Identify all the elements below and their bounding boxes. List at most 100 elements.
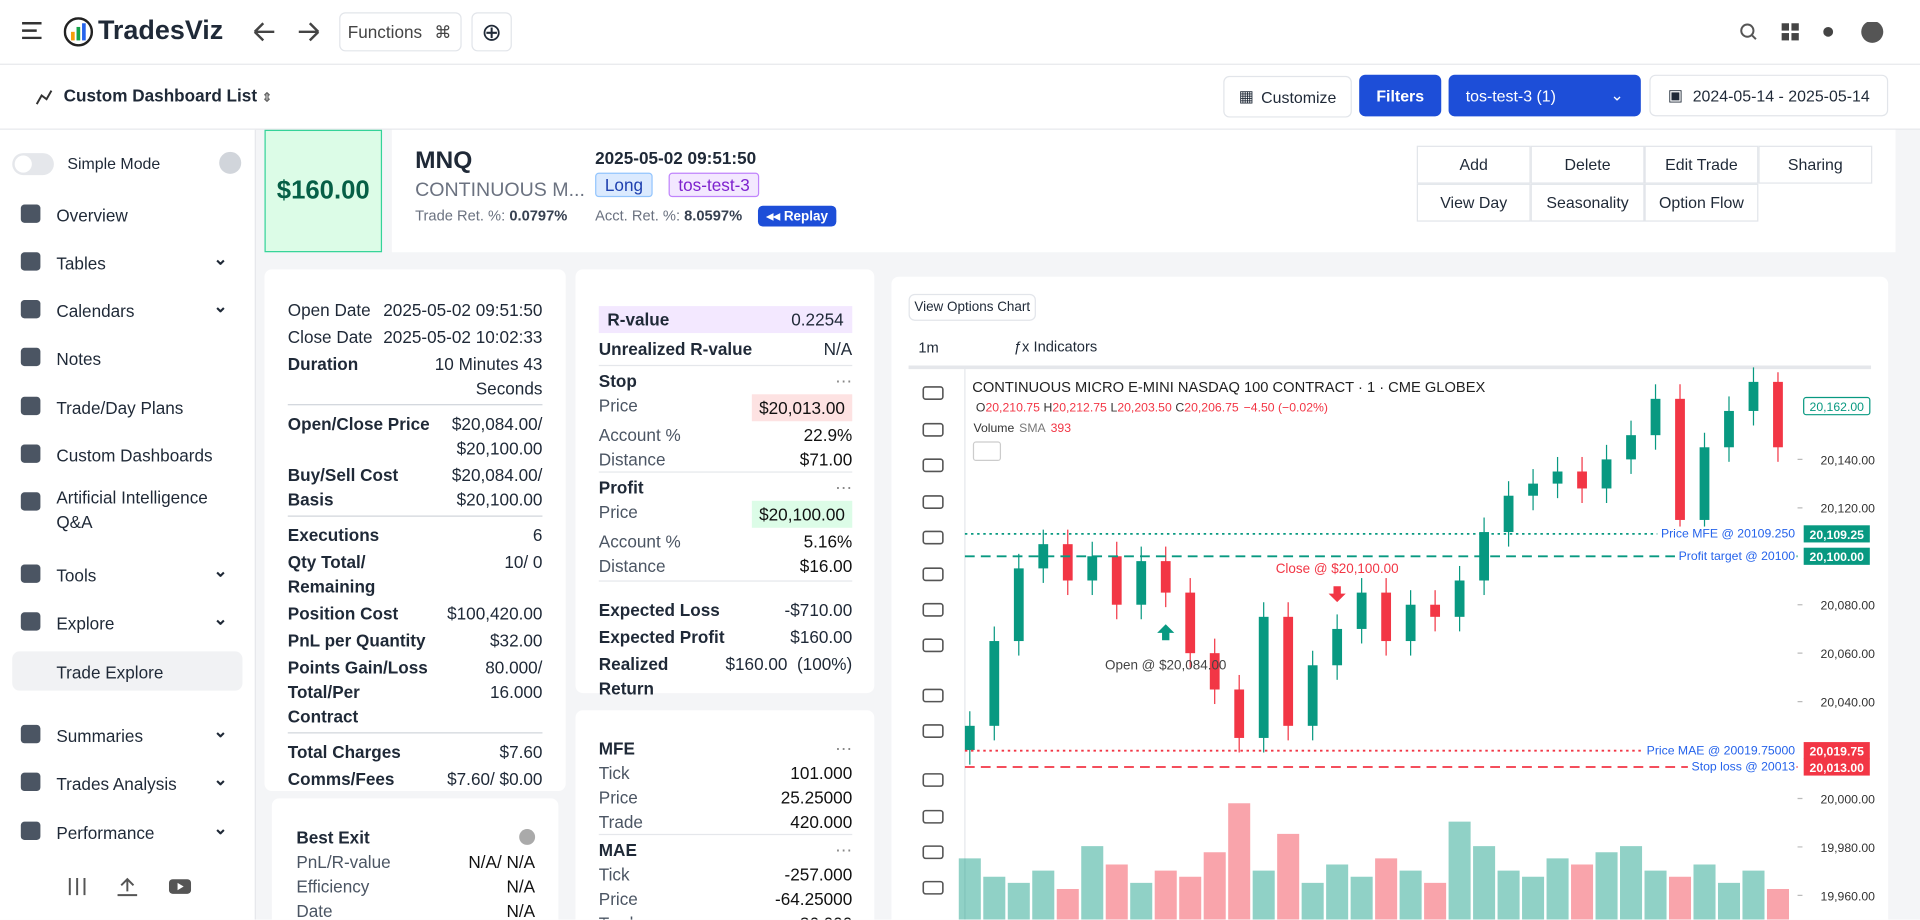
volume-bar [1056, 888, 1079, 920]
functions-button[interactable]: Functions ⌘ [339, 12, 462, 52]
settings-icon[interactable] [219, 151, 242, 174]
view-options-button[interactable]: View Options Chart [908, 293, 1036, 321]
dashboard-title[interactable]: Custom Dashboard List ⇕ [64, 86, 272, 106]
add-button[interactable]: ⊕ [471, 12, 512, 52]
nav-label: Trades Analysis [56, 773, 177, 794]
volume-bar [1448, 821, 1471, 920]
action-button[interactable]: Add [1416, 145, 1531, 184]
sidebar-footer-icons[interactable] [66, 876, 193, 898]
nav-item[interactable]: Trades Analysis ⌄ [12, 763, 242, 802]
nav-item[interactable]: Artificial Intelligence Q&A [12, 482, 242, 538]
tool-icon [922, 809, 944, 824]
value: $160.00 [790, 626, 853, 647]
candle-body [1528, 483, 1538, 496]
simple-mode: Simple Mode [67, 154, 161, 173]
nav-item[interactable]: Custom Dashboards [12, 435, 242, 474]
dashboard-title-text: Custom Dashboard List [63, 85, 258, 106]
label: Expected Loss [598, 600, 720, 620]
menu-dots[interactable]: ⋯ [835, 738, 853, 758]
excursion-card: MFE ⋯ Tick 101.000 Price 25.25000 Trade 420.000… [575, 710, 875, 920]
nav-item[interactable]: Explore ⌄ [12, 602, 242, 641]
label-bg [1687, 759, 1797, 774]
candle-body [1136, 561, 1147, 605]
date-range[interactable]: ▣ 2024-05-14 - 2025-05-14 [1649, 74, 1889, 117]
metric-row: Distance $71.00 [599, 447, 852, 471]
volume-bar [1032, 870, 1055, 920]
volume-bar [1301, 882, 1324, 920]
candle-body [1087, 556, 1098, 581]
detail-label: Open Date [287, 300, 371, 320]
value: -257.000 [784, 864, 853, 885]
header-icons[interactable] [1739, 22, 1886, 44]
tool-icon [922, 845, 944, 860]
tool-icon [922, 530, 944, 545]
detail-row: Comms/Fees $7.60/ $0.00 [288, 765, 543, 792]
tool-icon [922, 638, 944, 653]
nav-item[interactable]: Notes [12, 338, 242, 377]
menu-dots[interactable]: ⋯ [835, 477, 853, 498]
candle-body [1013, 568, 1024, 642]
chevron: ⌄ [213, 248, 228, 269]
nav-item[interactable]: Summaries ⌄ [12, 715, 242, 754]
nav-item[interactable]: Performance ⌄ [12, 812, 242, 851]
nav-item[interactable]: Tables ⌄ [12, 242, 242, 281]
trade-datetime: 2025-05-02 09:51:50 [595, 148, 757, 168]
section-title: Profit ⋯ [598, 471, 853, 499]
candle-body [1038, 544, 1049, 569]
label: Price [598, 395, 638, 416]
toggle[interactable] [12, 153, 54, 176]
ohlc-value: 20,210.75 [985, 400, 1040, 414]
nav-label: Trade/Day Plans [56, 397, 184, 418]
tool-icon [922, 386, 944, 400]
section-title: Stop ⋯ [598, 364, 853, 393]
menu-icon[interactable] [22, 22, 42, 40]
volume-bar [1522, 876, 1545, 920]
menu-dots[interactable]: ⋯ [835, 840, 853, 860]
action-button[interactable]: View Day [1416, 183, 1531, 222]
nav-item[interactable]: Overview [12, 195, 242, 234]
volume-bar [1326, 864, 1349, 920]
account-select[interactable]: tos-test-3 (1) ⌄ [1448, 74, 1641, 117]
label: R-value [607, 309, 670, 330]
rect [1781, 33, 1789, 41]
nav-item[interactable]: Trade Explore [12, 651, 243, 691]
nav-item[interactable]: Calendars ⌄ [12, 290, 242, 329]
detail-value: $32.00 [490, 630, 543, 651]
action-button[interactable]: Edit Trade [1644, 145, 1759, 184]
customize-label: Customize [1261, 87, 1337, 106]
span: ⇕ [261, 91, 273, 106]
grid-icon: ▦ [1238, 86, 1254, 106]
price-line-label: Profit target @ 20100 [1679, 549, 1796, 563]
price-tag-label: 20,109.25 [1810, 528, 1865, 542]
details-card: Open Date 2025-05-02 09:51:50 Close Date 20… [264, 269, 566, 792]
y-tick-label: 20,000.00 [1821, 792, 1876, 806]
menu-dots[interactable]: ⋯ [835, 371, 853, 391]
price-tag-label: 20,100.00 [1810, 550, 1865, 564]
nav-arrows[interactable] [252, 21, 321, 43]
filters-button[interactable]: Filters [1359, 74, 1442, 117]
action-button[interactable]: Seasonality [1530, 183, 1645, 222]
tool-icon [922, 458, 944, 473]
pnl: $160.00 [276, 176, 370, 205]
indicators[interactable]: ƒx Indicators [1013, 337, 1098, 356]
price-tag [1803, 742, 1870, 760]
action-button[interactable]: Delete [1530, 145, 1645, 184]
action-button[interactable]: Option Flow [1644, 183, 1759, 222]
metric-row: Tick -257.000 [599, 862, 852, 886]
nav-item[interactable]: Tools ⌄ [12, 555, 242, 594]
y-tick-label: 19,960.00 [1821, 889, 1876, 903]
detail-row: Open Date 2025-05-02 09:51:50 [288, 296, 543, 323]
account-badge: tos-test-3 [668, 172, 760, 198]
value: -36.000 [794, 911, 852, 919]
label-bg [1642, 743, 1797, 758]
customize-button[interactable]: ▦ Customize [1223, 75, 1352, 118]
help-icon[interactable] [519, 828, 536, 845]
toggle-knob [14, 155, 32, 173]
action-button[interactable]: Sharing [1758, 145, 1873, 184]
detail-row: Close Date 2025-05-02 10:02:33 [288, 323, 543, 350]
interval[interactable]: 1m [918, 339, 939, 357]
label: Account % [598, 424, 681, 445]
buy-marker [1157, 624, 1175, 641]
nav-item[interactable]: Trade/Day Plans [12, 387, 242, 426]
replay-button[interactable]: ◂◂ Replay [757, 205, 837, 227]
